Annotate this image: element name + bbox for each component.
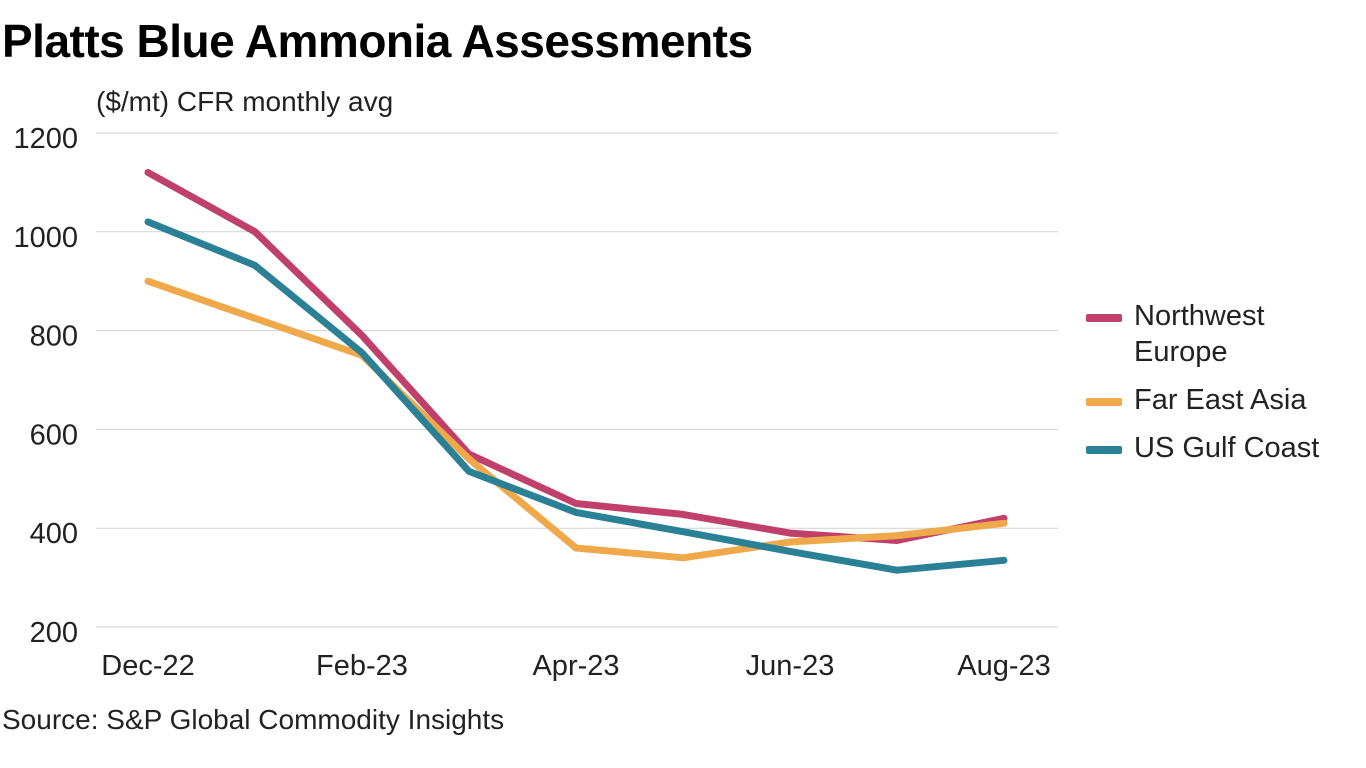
legend-label: Northwest Europe <box>1134 300 1265 368</box>
y-tick-label: 200 <box>30 617 78 649</box>
series-line-northwest-europe <box>144 169 1008 544</box>
chart-subtitle: ($/mt) CFR monthly avg <box>96 86 394 117</box>
legend-item: US Gulf Coast <box>1086 430 1364 466</box>
y-tick-label: 800 <box>30 321 78 353</box>
x-tick-label: Jun-23 <box>746 650 835 682</box>
legend-swatch <box>1086 398 1122 406</box>
series-line-us-gulf-coast <box>144 218 1008 574</box>
chart-title: Platts Blue Ammonia Assessments <box>2 15 753 67</box>
y-axis-ticks: 200 400 600 800 1000 1200 <box>13 123 78 649</box>
x-tick-label: Dec-22 <box>101 650 195 682</box>
legend-label: Far East Asia <box>1134 384 1307 416</box>
x-tick-label: Feb-23 <box>316 650 408 682</box>
legend-swatch <box>1086 314 1122 322</box>
x-tick-label: Apr-23 <box>532 650 619 682</box>
legend: Northwest Europe Far East Asia US Gulf Coa… <box>1086 298 1364 478</box>
gridlines <box>96 132 1058 628</box>
legend-item: Far East Asia <box>1086 382 1364 418</box>
series-line-far-east-asia <box>144 277 1008 562</box>
x-axis-ticks: Dec-22 Feb-23 Apr-23 Jun-23 Aug-23 <box>101 650 1051 682</box>
y-tick-label: 600 <box>30 419 78 451</box>
y-tick-label: 400 <box>30 518 78 550</box>
legend-label: US Gulf Coast <box>1134 432 1320 464</box>
source-note: Source: S&P Global Commodity Insights <box>2 704 505 735</box>
series-lines <box>144 169 1008 574</box>
legend-swatch <box>1086 446 1122 454</box>
x-tick-label: Aug-23 <box>957 650 1051 682</box>
y-tick-label: 1200 <box>13 123 78 155</box>
y-tick-label: 1000 <box>13 222 78 254</box>
legend-item: Northwest Europe <box>1086 298 1364 370</box>
